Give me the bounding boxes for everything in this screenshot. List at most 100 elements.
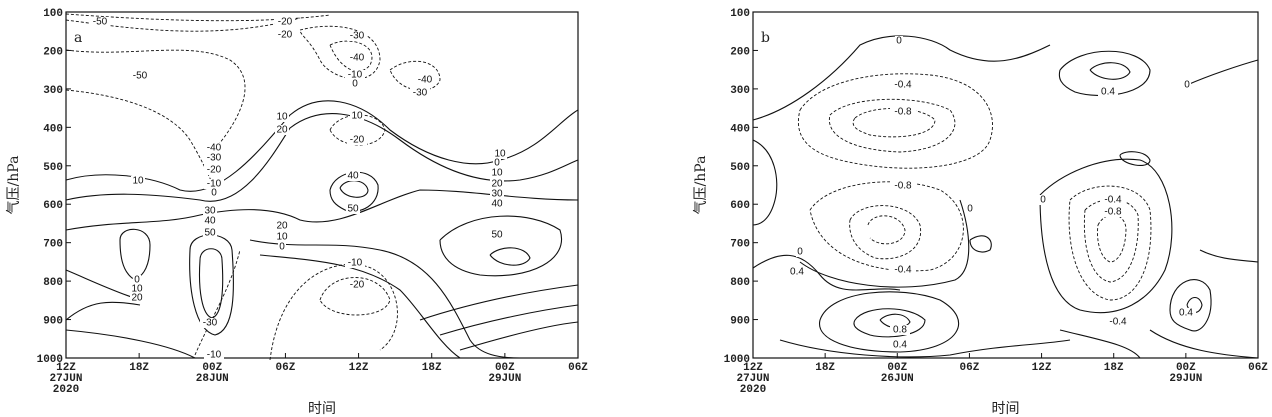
contour-label-bg xyxy=(1176,308,1196,318)
y-tick-label: 600 xyxy=(43,200,63,212)
contour-label: -40 xyxy=(418,75,433,86)
contour-label: 0 xyxy=(797,247,803,258)
contour-label-bg xyxy=(204,165,224,175)
contour-label-bg xyxy=(490,230,504,240)
contour-label-bg xyxy=(347,135,367,145)
x-tick-hour: 18Z xyxy=(422,362,442,374)
contour-label: -50 xyxy=(133,71,148,82)
contour-label: 0 xyxy=(211,188,217,199)
y-tick-label: 1000 xyxy=(724,354,750,366)
contour-label-bg xyxy=(345,70,365,80)
contour-label: 0.8 xyxy=(893,325,907,336)
contour-label: 0 xyxy=(896,36,902,47)
x-axis-label: 时间 xyxy=(992,401,1020,417)
x-tick-date: 26JUN xyxy=(881,373,914,385)
x-tick-hour: 18Z xyxy=(129,362,149,374)
contour-label-bg xyxy=(490,199,504,209)
contour-label: -30 xyxy=(413,88,428,99)
contour-label-bg xyxy=(351,79,359,89)
x-axis-label: 时间 xyxy=(308,401,336,417)
x-tick-date: 29JUN xyxy=(1169,373,1202,385)
x-tick-year: 2020 xyxy=(740,384,766,396)
y-axis-label: 气压/hPa xyxy=(6,156,22,215)
contour-label: 0.4 xyxy=(1101,87,1115,98)
contour-label-bg xyxy=(90,17,110,27)
x-tick-date: 27JUN xyxy=(49,373,82,385)
x-tick-hour: 06Z xyxy=(960,362,980,374)
x-tick-hour: 18Z xyxy=(1104,362,1124,374)
x-tick-hour: 00Z xyxy=(1176,362,1196,374)
contour-label-bg xyxy=(346,171,360,181)
contour-label-bg xyxy=(890,340,910,350)
contour-label-bg xyxy=(787,267,807,277)
contour-label: 50 xyxy=(347,204,359,215)
contour-label-bg xyxy=(203,206,217,216)
panel-b: 100200300400500600700800900100012Z27JUN2… xyxy=(693,8,1268,417)
contour-label-bg xyxy=(347,53,367,63)
x-tick-date: 28JUN xyxy=(196,373,229,385)
plot-frame xyxy=(752,11,1259,359)
contour-label-bg xyxy=(204,153,224,163)
contour-label-bg xyxy=(203,228,217,238)
contour-label: 10 xyxy=(276,232,288,243)
contour-label: 0 xyxy=(967,204,973,215)
contour-label-bg xyxy=(493,149,507,159)
y-tick-label: 700 xyxy=(43,239,63,251)
contour-label: -10 xyxy=(348,258,363,269)
contour-label: -0.8 xyxy=(894,181,912,192)
contour-label: 30 xyxy=(204,206,216,217)
y-tick-label: 900 xyxy=(730,316,750,328)
x-tick-hour: 00Z xyxy=(887,362,907,374)
x-tick-hour: 12Z xyxy=(56,362,76,374)
contour-label: 20 xyxy=(276,125,288,136)
contour-label-bg xyxy=(131,176,145,186)
x-tick-hour: 00Z xyxy=(202,362,222,374)
contour-label: -20 xyxy=(350,135,365,146)
contour-label-bg xyxy=(415,75,435,85)
contour-label: -0.4 xyxy=(894,80,912,91)
contour-label: 40 xyxy=(491,199,503,210)
y-tick-label: 500 xyxy=(730,162,750,174)
y-tick-label: 200 xyxy=(43,46,63,58)
contour-label: -40 xyxy=(207,143,222,154)
contour-label-bg xyxy=(200,318,220,328)
contour-label-bg xyxy=(347,280,367,290)
contour-label-bg xyxy=(890,325,910,335)
y-tick-label: 800 xyxy=(730,277,750,289)
contour-label: 40 xyxy=(204,216,216,227)
contour-label-bg xyxy=(1100,207,1126,217)
contour-label: -10 xyxy=(348,70,363,81)
contour-label-bg xyxy=(350,111,364,121)
x-tick-hour: 18Z xyxy=(815,362,835,374)
contour-label-bg xyxy=(275,17,295,27)
contour-label: 0 xyxy=(1184,80,1190,91)
contour-label-bg xyxy=(890,107,916,117)
y-tick-label: 100 xyxy=(43,8,63,20)
contour-label-bg xyxy=(130,71,150,81)
x-tick-date: 29JUN xyxy=(488,373,521,385)
contour-label-bg xyxy=(275,232,289,242)
panel-a-contours xyxy=(65,13,579,361)
panel-label: b xyxy=(761,30,770,46)
y-axis-label: 气压/hPa xyxy=(693,156,709,215)
contour-label: 10 xyxy=(494,149,506,160)
contour-label-bg xyxy=(895,36,903,46)
contour-label: -0.4 xyxy=(894,265,912,276)
contour-label-bg xyxy=(347,31,367,41)
contour-label-bg xyxy=(490,168,504,178)
contour-label: -40 xyxy=(350,53,365,64)
contour-label-bg xyxy=(204,179,224,189)
contour-label-bg xyxy=(275,125,289,135)
contour-label-bg xyxy=(275,221,289,231)
contour-label: -20 xyxy=(350,280,365,291)
contour-label: -50 xyxy=(93,17,108,28)
contour-label: -0.8 xyxy=(1104,207,1122,218)
contour-label: 0 xyxy=(279,242,285,253)
x-tick-hour: 06Z xyxy=(1248,362,1268,374)
contour-label-bg xyxy=(275,30,295,40)
y-tick-label: 800 xyxy=(43,277,63,289)
contour-label-bg xyxy=(133,275,141,285)
contour-label: 0 xyxy=(1040,195,1046,206)
y-tick-label: 400 xyxy=(730,123,750,135)
contour-label: 0.4 xyxy=(1179,308,1193,319)
